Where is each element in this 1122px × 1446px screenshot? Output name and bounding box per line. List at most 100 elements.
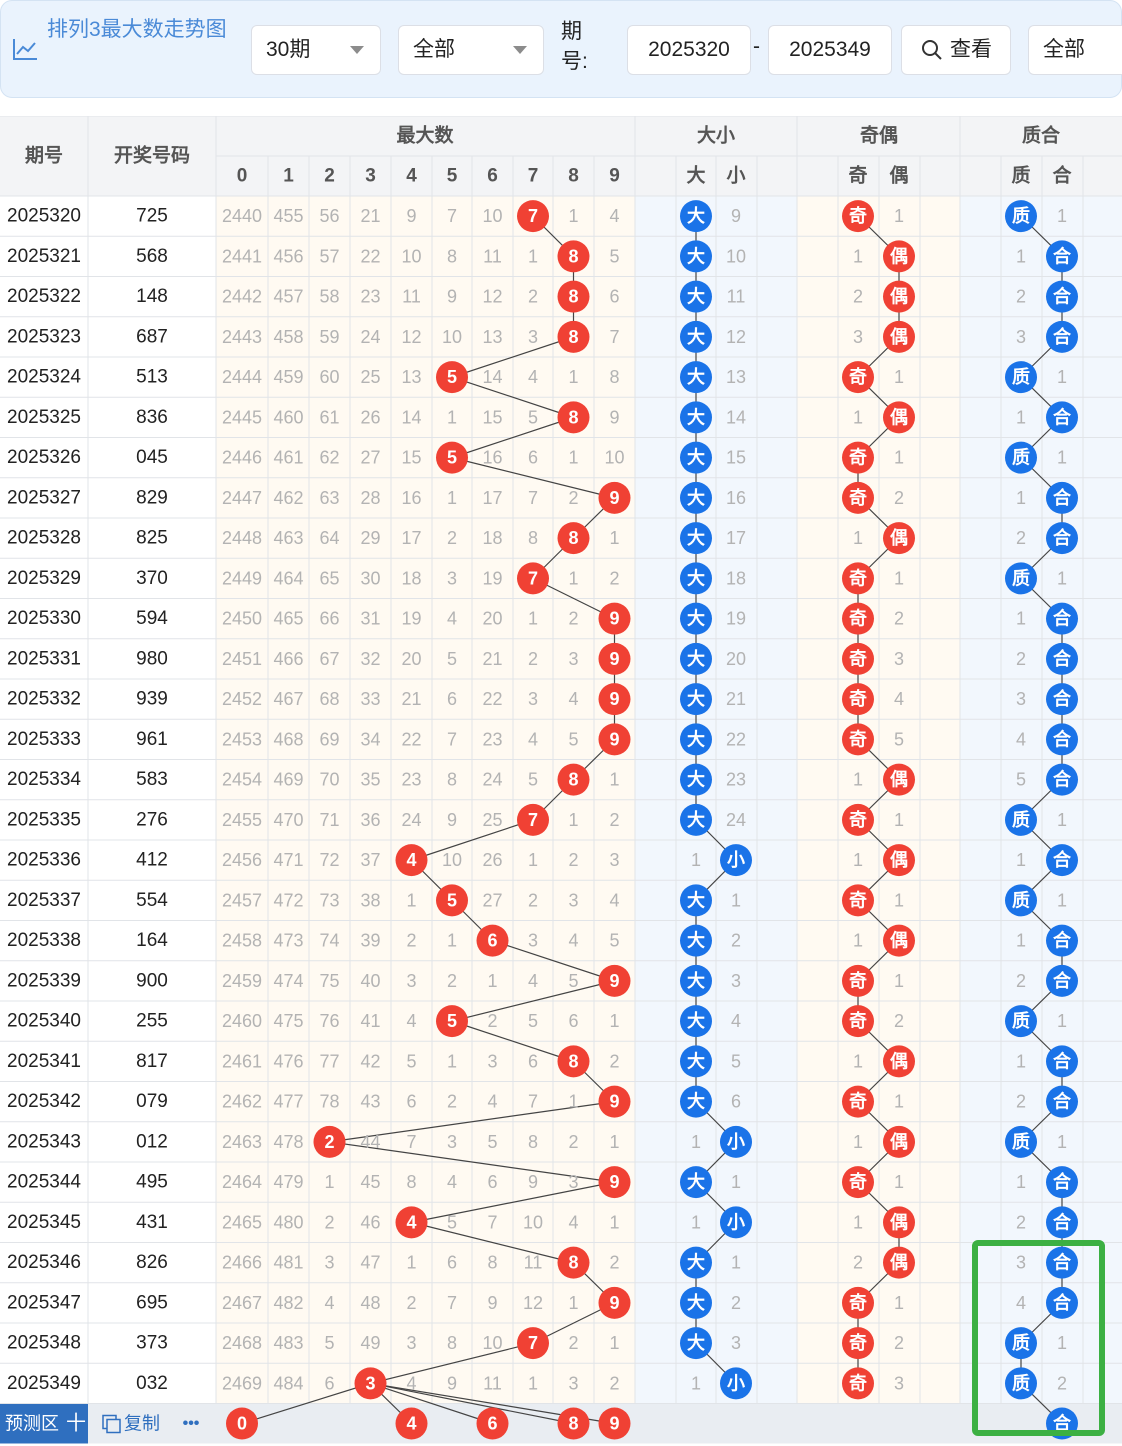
big-ball (680, 964, 712, 997)
comp-ball-text: 合 (1053, 1211, 1072, 1232)
miss-count: 1 (1016, 931, 1026, 951)
miss-count: 3 (731, 971, 741, 991)
trend-line (370, 1342, 534, 1384)
miss-count: 10 (726, 246, 746, 266)
miss-count: 22 (482, 689, 502, 709)
copy-button[interactable]: 复制 (102, 1414, 160, 1434)
big-ball-text: 大 (687, 809, 705, 830)
odd-ball-text: 奇 (849, 447, 867, 468)
period-cell: 2025337 (7, 890, 81, 911)
odd-ball-text: 奇 (849, 1292, 867, 1313)
max-ball (557, 763, 590, 796)
miss-count: 34 (360, 729, 380, 749)
header-group-bigsmall: 大小 (697, 124, 735, 147)
prime-ball (1005, 361, 1037, 394)
max-ball-text: 5 (447, 367, 457, 387)
predict-add-icon[interactable]: 十 (66, 1412, 86, 1435)
big-ball (680, 522, 712, 555)
miss-count: 29 (360, 528, 380, 548)
prime-ball (1005, 1005, 1037, 1038)
miss-count: 26 (482, 850, 502, 870)
miss-count: 39 (360, 931, 380, 951)
miss-count: 14 (726, 407, 746, 427)
miss-count: 462 (273, 488, 303, 508)
from-period-input[interactable]: 2025320 (627, 25, 751, 75)
trend-line (329, 1141, 615, 1183)
miss-count: 2468 (222, 1333, 262, 1353)
numbers-cell: 513 (136, 367, 168, 388)
miss-count: 469 (273, 770, 303, 790)
period-count-value: 30期 (266, 38, 311, 61)
miss-count: 1 (528, 609, 538, 629)
max-ball-text: 9 (609, 1172, 619, 1192)
prime-ball (1005, 441, 1037, 474)
view-button[interactable]: 查看 (901, 25, 1011, 75)
period-cell: 2025340 (7, 1011, 81, 1032)
miss-count: 37 (360, 850, 380, 870)
to-period-input[interactable]: 2025349 (768, 25, 892, 75)
miss-count: 1 (447, 407, 457, 427)
miss-count: 24 (360, 327, 380, 347)
miss-count: 4 (894, 689, 904, 709)
predict-ball-text: 9 (609, 1414, 619, 1434)
miss-count: 42 (360, 1051, 380, 1071)
miss-count: 4 (568, 931, 578, 951)
miss-count: 3 (447, 1132, 457, 1152)
predict-ball[interactable] (476, 1407, 509, 1440)
numbers-cell: 012 (136, 1131, 168, 1152)
predict-ball[interactable] (557, 1407, 590, 1440)
miss-count: 9 (447, 810, 457, 830)
predict-area-label[interactable]: 预测区 (5, 1414, 59, 1434)
period-cell: 2025326 (7, 447, 81, 468)
miss-count: 480 (273, 1212, 303, 1232)
even-ball (883, 240, 915, 273)
more-icon[interactable]: ••• (183, 1415, 200, 1432)
miss-count: 1 (894, 810, 904, 830)
miss-count: 3 (894, 649, 904, 669)
comp-ball (1046, 602, 1078, 635)
numbers-cell: 829 (136, 487, 168, 508)
miss-count: 7 (528, 1092, 538, 1112)
miss-count: 1 (447, 1051, 457, 1071)
miss-count: 9 (528, 1172, 538, 1192)
miss-count: 2467 (222, 1293, 262, 1313)
right-filter-select[interactable]: 全部 (1028, 25, 1122, 75)
big-ball-text: 大 (687, 245, 705, 266)
prime-ball (1005, 1367, 1037, 1400)
miss-count: 2 (1016, 971, 1026, 991)
period-cell: 2025332 (7, 689, 81, 710)
comp-ball-text: 合 (1053, 728, 1072, 749)
header-big: 大 (686, 164, 705, 187)
period-count-select[interactable]: 30期 (251, 25, 381, 75)
miss-count: 1 (853, 931, 863, 951)
big-ball-text: 大 (687, 1171, 705, 1192)
big-ball-text: 大 (687, 205, 705, 226)
miss-count: 483 (273, 1333, 303, 1353)
miss-count: 2469 (222, 1373, 262, 1393)
miss-count: 476 (273, 1051, 303, 1071)
miss-count: 12 (726, 327, 746, 347)
predict-ball[interactable] (226, 1407, 258, 1440)
odd-ball (842, 562, 874, 595)
miss-count: 23 (401, 770, 421, 790)
miss-count: 48 (360, 1293, 380, 1313)
miss-count: 19 (482, 568, 502, 588)
numbers-cell: 032 (136, 1373, 168, 1394)
big-ball (680, 320, 712, 353)
miss-count: 6 (609, 287, 619, 307)
miss-count: 24 (726, 810, 746, 830)
miss-count: 13 (401, 367, 421, 387)
miss-count: 4 (406, 1373, 416, 1393)
miss-count: 16 (482, 448, 502, 468)
predict-line (370, 1382, 574, 1425)
miss-count: 2 (894, 1011, 904, 1031)
miss-count: 2 (568, 1132, 578, 1152)
period-cell: 2025343 (7, 1131, 81, 1152)
miss-count: 2 (1016, 1212, 1026, 1232)
odd-ball-text: 奇 (849, 1332, 867, 1353)
even-ball (883, 1125, 915, 1158)
predict-ball[interactable] (598, 1407, 631, 1440)
period-cell: 2025341 (7, 1051, 81, 1072)
filter-select[interactable]: 全部 (398, 25, 544, 75)
predict-ball[interactable] (395, 1407, 428, 1440)
